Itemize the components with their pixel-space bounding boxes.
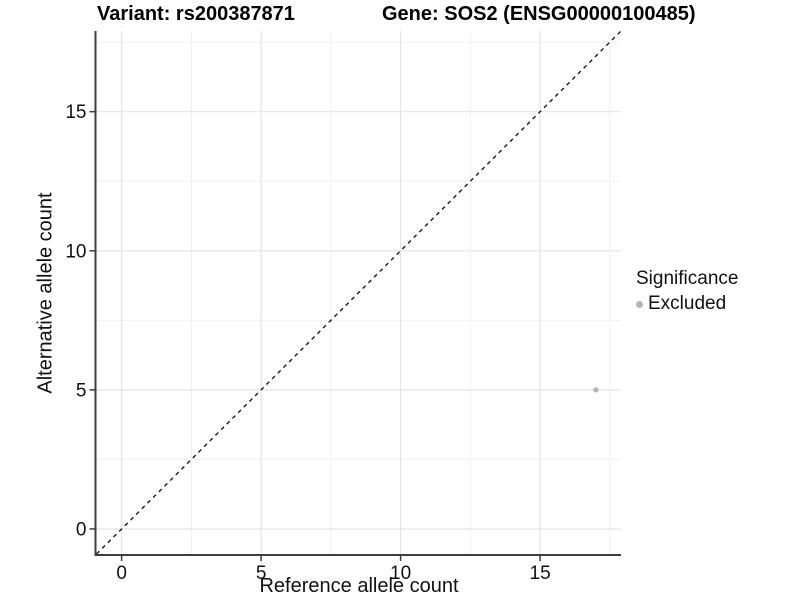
y-tick-label: 10 xyxy=(65,241,86,262)
y-tick-label: 15 xyxy=(65,102,86,123)
axes: 0 5 10 15 0 5 10 15 xyxy=(65,31,621,584)
x-tick-label: 5 xyxy=(256,563,267,584)
legend-item-label: Excluded xyxy=(648,293,727,314)
y-tick-label: 5 xyxy=(76,380,87,401)
major-gridlines xyxy=(96,31,621,554)
y-tick-label: 0 xyxy=(76,519,87,540)
x-tick-label: 10 xyxy=(390,563,411,584)
legend: Significance Excluded xyxy=(636,268,738,315)
gene-title: Gene: SOS2 (ENSG00000100485) xyxy=(382,3,696,25)
x-axis-title: Reference allele count xyxy=(259,575,459,597)
data-point xyxy=(593,387,599,393)
legend-title: Significance xyxy=(636,268,739,289)
legend-item-excluded: Excluded xyxy=(636,293,738,315)
legend-point-icon xyxy=(636,300,643,308)
identity-line xyxy=(96,30,622,555)
x-tick-label: 15 xyxy=(530,563,551,584)
minor-gridlines xyxy=(96,31,621,554)
data-points xyxy=(593,387,599,393)
x-tick-label: 0 xyxy=(116,563,127,584)
variant-title: Variant: rs200387871 xyxy=(97,3,295,25)
y-axis-title: Alternative allele count xyxy=(34,192,57,394)
